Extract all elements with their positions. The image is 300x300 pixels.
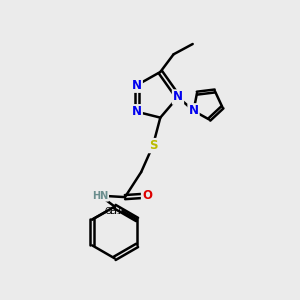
Text: CH₃: CH₃ xyxy=(104,207,121,216)
Text: S: S xyxy=(149,139,157,152)
Text: N: N xyxy=(173,91,183,103)
Text: HN: HN xyxy=(92,190,108,201)
Text: O: O xyxy=(142,189,152,202)
Text: N: N xyxy=(188,104,199,117)
Text: CH₃: CH₃ xyxy=(108,207,125,216)
Text: N: N xyxy=(132,105,142,118)
Text: N: N xyxy=(132,79,142,92)
